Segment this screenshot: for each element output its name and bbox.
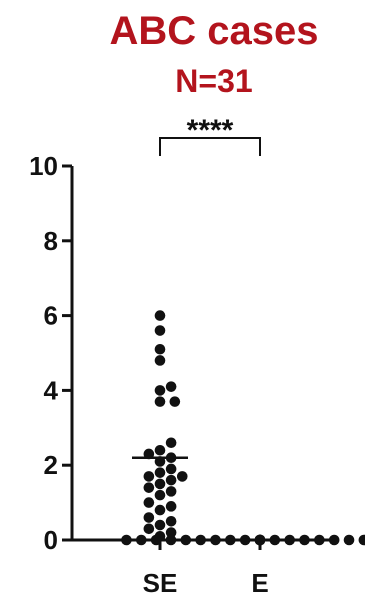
y-tick-label: 6 (44, 301, 58, 331)
data-point-se (143, 497, 155, 508)
data-point-se (165, 527, 177, 538)
mean-lines (132, 456, 296, 542)
y-tick-label: 4 (44, 375, 59, 405)
data-point-se (143, 482, 155, 493)
data-point-se (154, 355, 166, 366)
data-point-e (328, 534, 340, 546)
x-axis-categories: SE E (143, 540, 269, 598)
significance-label: **** (187, 114, 234, 147)
data-point-se (143, 471, 155, 482)
data-point-se (176, 471, 188, 482)
chart-title: ABC cases (109, 9, 318, 53)
data-point-se (154, 385, 166, 396)
data-point-se (169, 396, 181, 407)
data-point-e (358, 534, 365, 546)
data-point-e (299, 534, 310, 546)
y-axis-ticks: 0 2 4 6 8 10 (29, 151, 72, 555)
data-point-se (154, 325, 166, 336)
data-point-e (210, 534, 221, 546)
data-point-se (154, 478, 166, 490)
data-point-e (195, 534, 206, 546)
data-point-se (143, 512, 155, 523)
x-category-label: E (251, 568, 268, 598)
data-point-se (154, 467, 166, 478)
axes (70, 166, 333, 542)
significance-bracket: **** (159, 114, 261, 156)
significance-bracket-line (159, 137, 261, 156)
data-point-se (154, 343, 166, 355)
y-tick-label: 8 (44, 226, 58, 256)
data-point-se (165, 486, 177, 497)
data-point-se (165, 463, 177, 475)
data-point-se (143, 523, 155, 535)
data-point-se (154, 489, 166, 501)
data-point-e (135, 534, 147, 546)
data-point-e (180, 534, 192, 546)
data-point-e (343, 534, 355, 546)
data-point-se (165, 516, 177, 527)
data-point-se (165, 381, 177, 392)
y-tick-label: 10 (29, 151, 58, 181)
data-point-e (121, 534, 132, 546)
data-point-se (165, 474, 177, 486)
data-point-se (154, 504, 166, 516)
data-point-se (154, 444, 166, 456)
data-points (121, 310, 365, 546)
data-point-e (150, 534, 162, 546)
chart-subtitle: N=31 (175, 63, 252, 99)
data-point-se (154, 310, 166, 321)
data-point-e (165, 534, 177, 546)
data-point-se (154, 519, 166, 531)
y-tick-label: 2 (44, 450, 58, 480)
x-category-label: SE (143, 568, 178, 598)
data-point-se (165, 501, 177, 512)
data-point-se (154, 396, 166, 407)
data-point-e (314, 534, 325, 546)
data-point-se (165, 437, 177, 449)
y-tick-label: 0 (44, 525, 58, 555)
